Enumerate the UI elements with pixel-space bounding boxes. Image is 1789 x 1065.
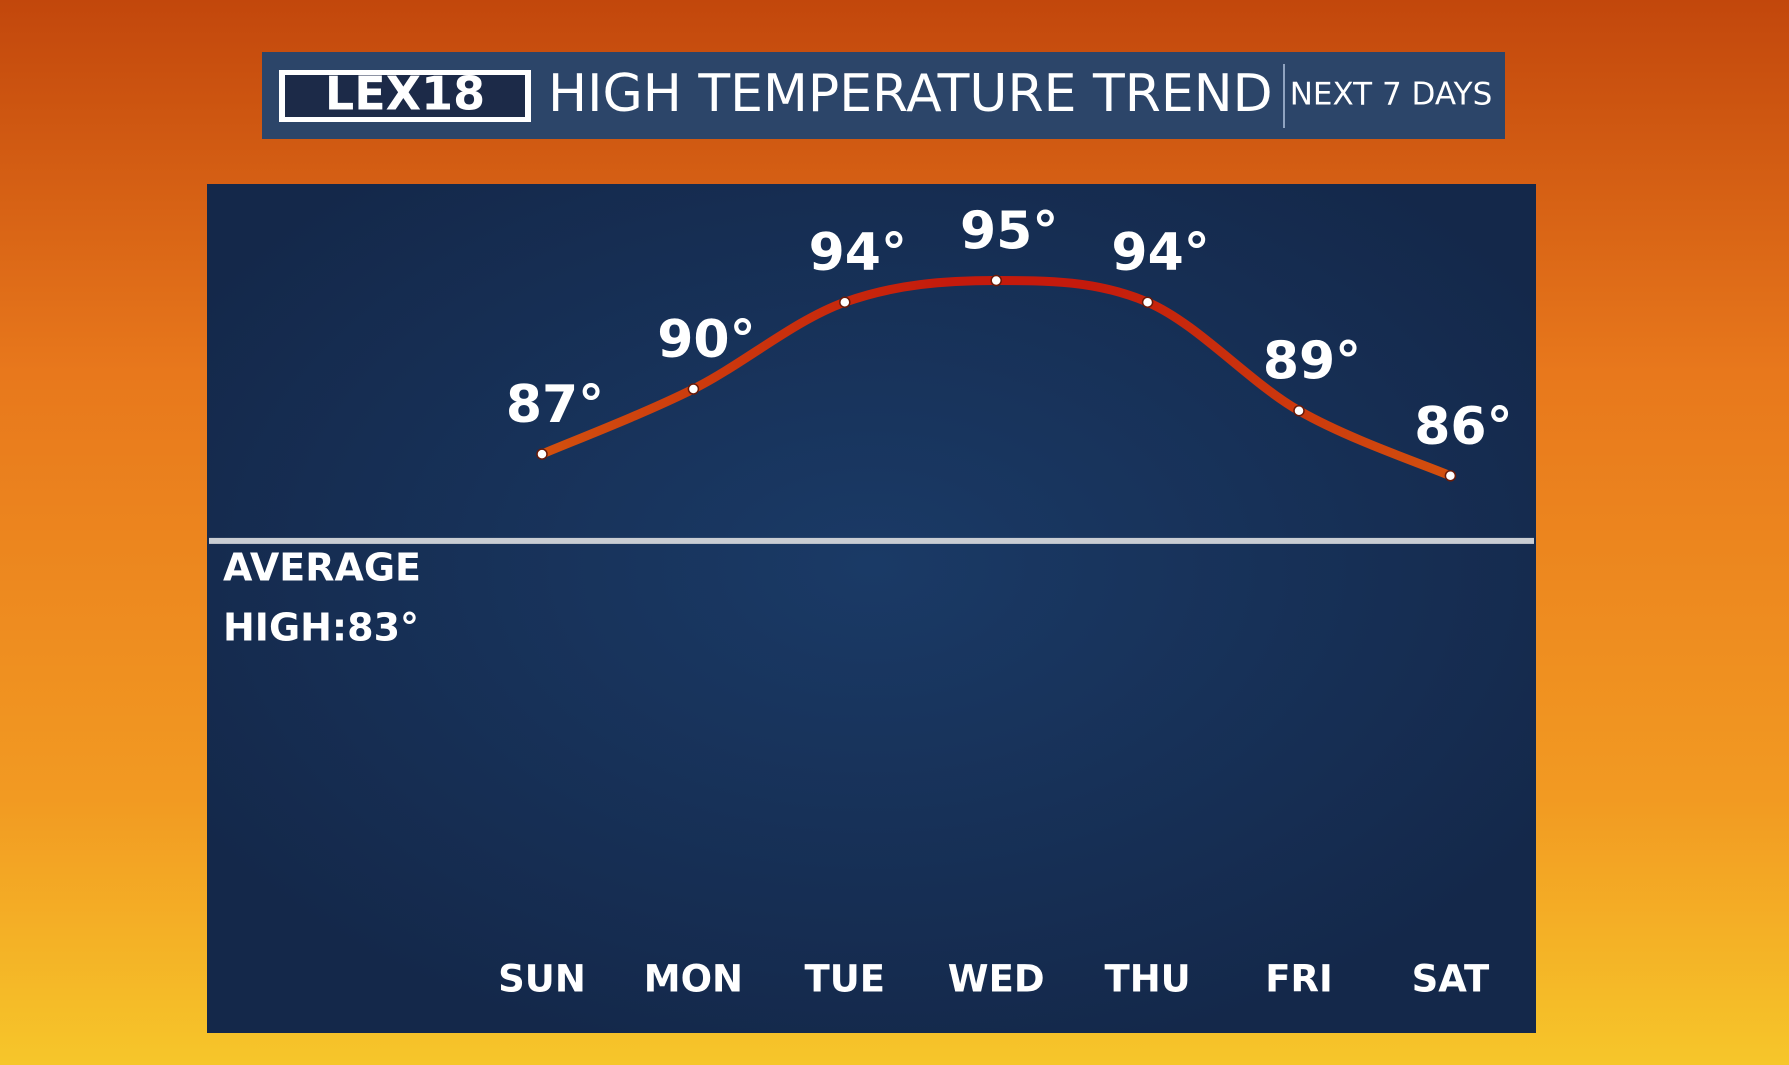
logo: LEX18 <box>325 67 485 121</box>
value-label: 94° <box>1111 223 1209 283</box>
chart-subtitle: NEXT 7 DAYS <box>1290 77 1493 113</box>
x-tick-label: FRI <box>1265 958 1333 1001</box>
x-tick-label: WED <box>948 958 1045 1001</box>
data-point <box>1444 470 1457 482</box>
data-point <box>839 296 851 308</box>
value-label: 87° <box>506 375 604 435</box>
average-line <box>209 537 1534 544</box>
data-point <box>990 274 1002 287</box>
logo-inner <box>285 75 525 117</box>
plot-panel <box>207 184 1536 1033</box>
data-point <box>687 383 700 395</box>
x-tick-label: SUN <box>498 958 586 1001</box>
data-point <box>1293 404 1305 417</box>
value-label: 95° <box>960 202 1058 262</box>
value-label: 89° <box>1263 332 1361 392</box>
x-tick-label: SAT <box>1412 958 1490 1001</box>
chart-title: HIGH TEMPERATURE TREND <box>548 64 1273 124</box>
x-tick-label: MON <box>644 958 743 1001</box>
value-label: 90° <box>657 310 755 370</box>
data-point <box>1141 296 1154 308</box>
value-label: 94° <box>809 223 907 283</box>
value-label: 86° <box>1414 397 1512 457</box>
average-label: HIGH:83° <box>223 605 419 649</box>
average-label: AVERAGE <box>223 545 421 589</box>
x-tick-label: TUE <box>805 958 886 1001</box>
x-tick-label: THU <box>1104 958 1190 1001</box>
data-point <box>536 448 548 460</box>
